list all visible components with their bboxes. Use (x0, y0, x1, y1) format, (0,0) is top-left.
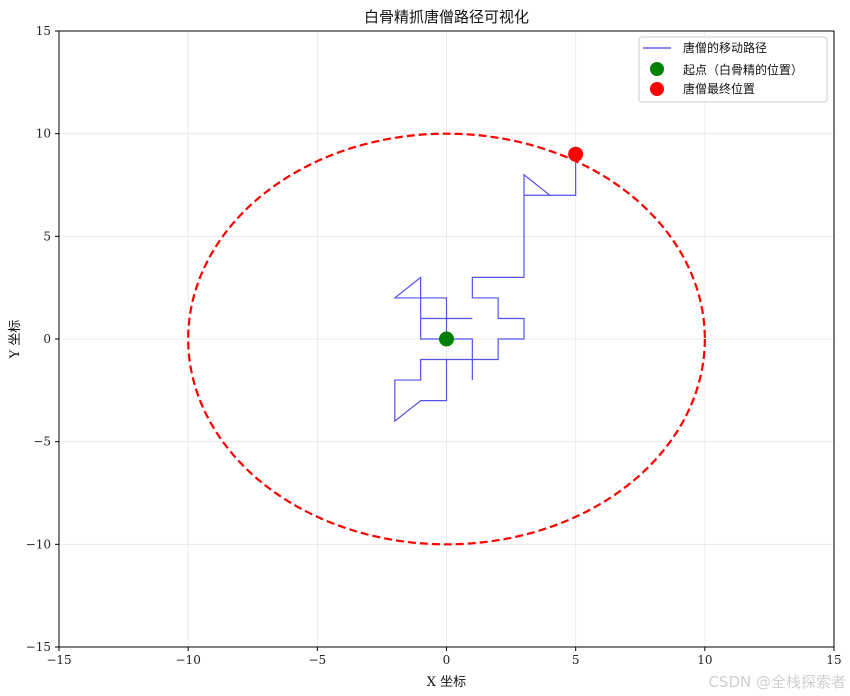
y-tick-label: 10 (36, 127, 51, 141)
y-tick-label: 5 (43, 229, 51, 243)
y-tick-label: −10 (26, 537, 51, 551)
y-tick-label: 15 (36, 24, 51, 38)
tick-layer: −15 −10 −5 0 5 10 15 −15 −10 −5 0 5 10 15 (26, 24, 842, 667)
legend-label-end: 唐僧最终位置 (683, 81, 755, 96)
y-tick-label: −15 (26, 640, 51, 654)
path-line (393, 154, 577, 423)
legend-label-start: 起点（白骨精的位置） (683, 62, 803, 77)
start-point-marker (439, 331, 454, 347)
boundary-circle-layer (187, 132, 706, 546)
y-axis-title: Y 坐标 (8, 320, 23, 360)
point-layer (439, 146, 584, 347)
legend-swatch-start (650, 62, 664, 76)
legend-label-path: 唐僧的移动路径 (683, 40, 767, 55)
x-tick-label: −15 (46, 653, 71, 667)
x-tick-label: 15 (826, 653, 841, 667)
legend-swatch-end (650, 82, 664, 96)
y-tick-label: 0 (43, 332, 51, 346)
watermark: CSDN @全栈探索者 (708, 673, 846, 691)
x-tick-label: −5 (308, 653, 326, 667)
path-layer (393, 154, 577, 423)
x-tick-label: 5 (572, 653, 580, 667)
x-tick-label: 0 (443, 653, 451, 667)
x-tick-label: 10 (697, 653, 712, 667)
boundary-circle (187, 132, 706, 546)
x-axis-title: X 坐标 (427, 675, 466, 690)
legend: 唐僧的移动路径 起点（白骨精的位置） 唐僧最终位置 (638, 36, 828, 103)
chart-title: 白骨精抓唐僧路径可视化 (364, 8, 529, 26)
x-tick-label: −10 (176, 653, 201, 667)
legend-box (638, 36, 828, 103)
y-tick-label: −5 (33, 435, 51, 449)
final-position-marker (568, 146, 584, 162)
